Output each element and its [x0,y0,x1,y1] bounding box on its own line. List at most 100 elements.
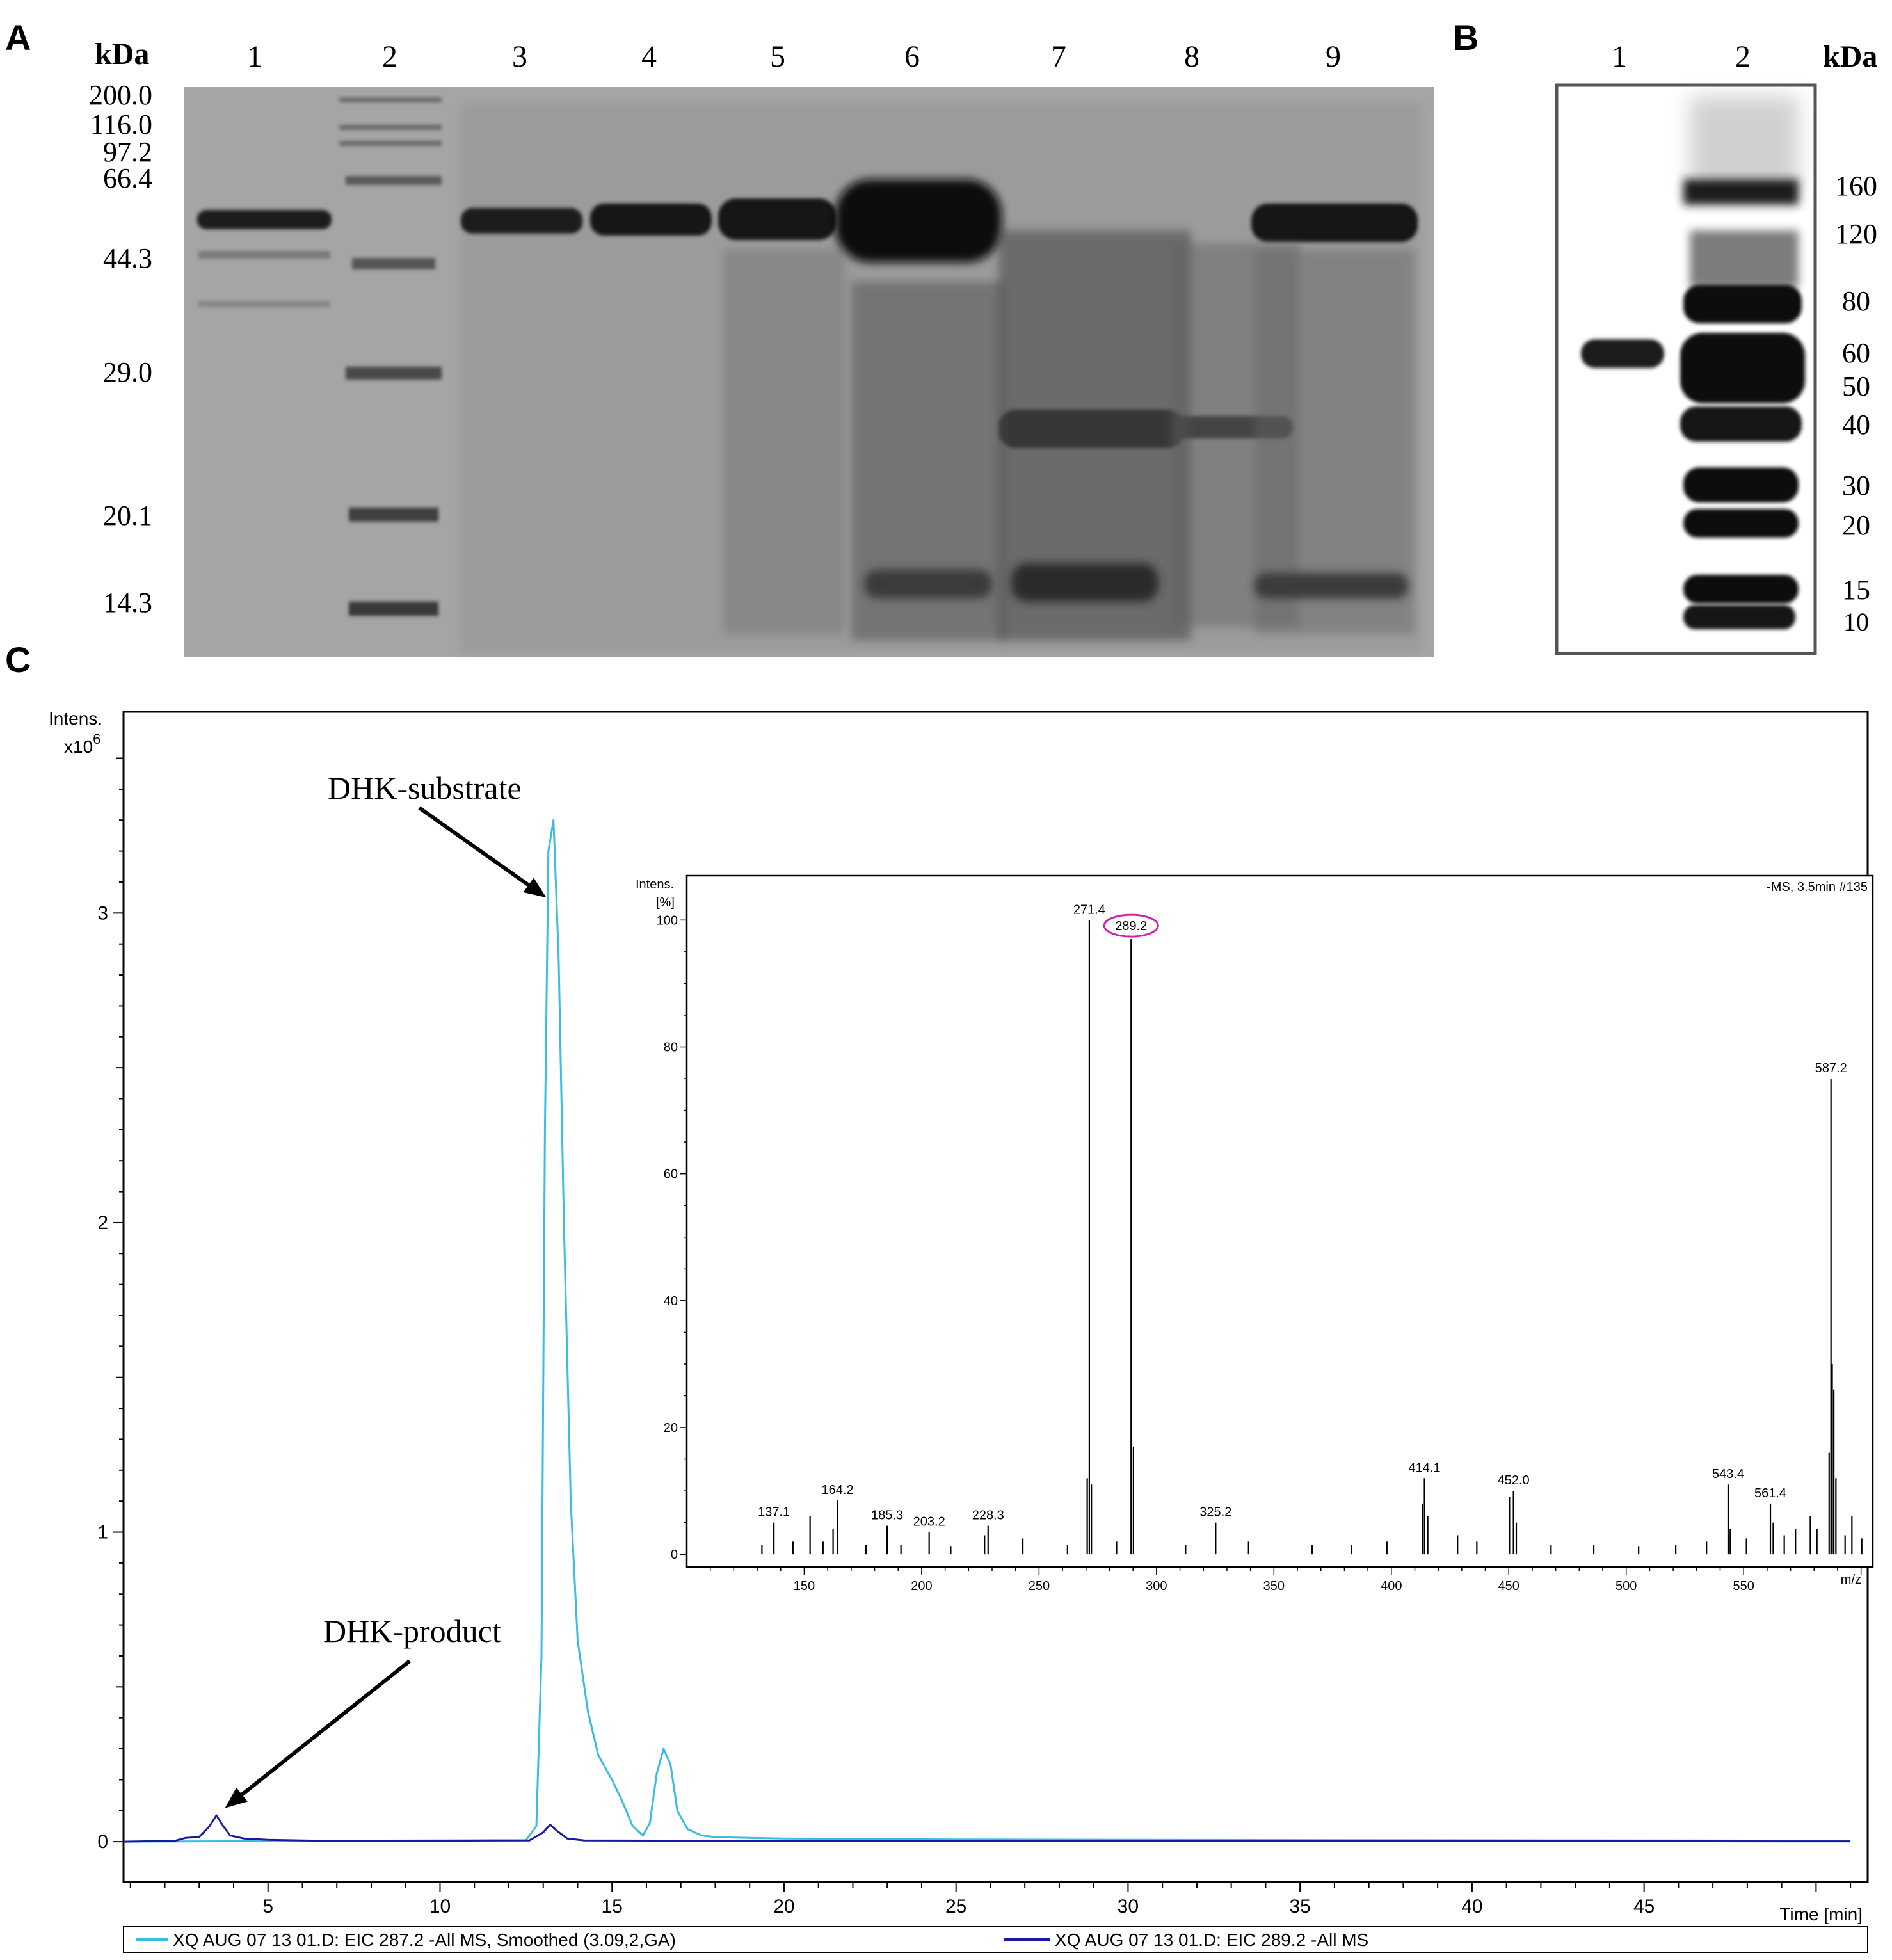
highlight-ellipse [1103,913,1159,938]
x-tick-label: 30 [1118,1896,1139,1917]
panel-b-letter: B [1453,17,1479,58]
lane-number: 9 [1326,40,1341,74]
x-tick-label: 20 [773,1896,794,1917]
marker-label: 116.0 [90,109,152,140]
lane-number: 6 [904,40,920,74]
inset-x-tick-label: 150 [794,1579,815,1593]
marker-label: 97.2 [103,136,152,168]
inset-y-tick-label: 80 [664,1041,678,1055]
lane-number: 4 [641,40,657,74]
mass-spectrum-inset: Intens. [%] -MS, 3.5min #135 m/z 150 200 2… [636,874,1874,1593]
x-tick-label: 35 [1289,1896,1310,1917]
chromatogram-legend [123,1926,1868,1953]
inset-title: -MS, 3.5min #135 [1767,880,1868,894]
y-tick-label: 1 [97,1522,108,1543]
peak-label: 289.2 [1115,919,1147,933]
peak-label: 185.3 [871,1509,903,1523]
lane-number: 3 [512,40,527,74]
marker-label: 50 [1842,371,1870,402]
marker-label: 80 [1842,285,1870,317]
inset-x-tick-label: 200 [911,1579,932,1593]
panel-a-unit-label: kDa [95,37,149,71]
inset-frame [685,874,1874,1568]
legend-label-substrate: XQ AUG 07 13 01.D: EIC 287.2 -All MS, Sm… [173,1930,676,1950]
marker-label: 160 [1835,170,1877,202]
chromatogram-ylabel-line1: Intens. [49,709,102,728]
lane-number: 8 [1184,40,1199,74]
inset-y-tick-label: 60 [664,1168,678,1182]
y-tick-label: 0 [97,1831,108,1852]
marker-label: 120 [1835,218,1877,250]
annotation-product-arrowhead [225,1787,248,1808]
peak-label: 203.2 [913,1515,945,1529]
marker-label: 30 [1842,470,1870,501]
legend-label-product: XQ AUG 07 13 01.D: EIC 289.2 -All MS [1055,1930,1368,1950]
peak-label: 543.4 [1712,1467,1744,1481]
peak-label: 137.1 [758,1506,790,1520]
panel-a-letter: A [5,17,31,58]
panel-b: B 1 2 kDa 160 120 80 60 50 40 30 20 [1453,17,1877,655]
x-tick-label: 40 [1461,1896,1482,1917]
peak-label: 587.2 [1815,1061,1847,1075]
inset-y-tick-label: 100 [657,913,678,928]
peak-label: 271.4 [1073,903,1105,917]
inset-ylabel-line2: [%] [656,896,675,910]
inset-xlabel: m/z [1841,1573,1861,1587]
inset-peak-labels: 137.1 164.2 185.3 203.2 228.3 271.4 289.2 325.2… [758,903,1847,1529]
marker-label: 60 [1842,337,1870,369]
inset-y-tick-label: 20 [664,1421,678,1435]
panel-b-unit-label: kDa [1823,40,1877,74]
chromatogram-ylabel-line2: x106 [64,731,100,757]
x-tick-label: 5 [262,1896,273,1917]
peak-label: 228.3 [972,1509,1004,1523]
marker-label: 200.0 [89,79,152,111]
inset-axes: 150 200 250 300 350 400 450 500 550 0 20 40 60 80 100 [657,913,1862,1593]
marker-label: 14.3 [103,587,152,618]
inset-x-tick-label: 450 [1498,1579,1519,1593]
marker-label: 20.1 [103,500,152,531]
inset-x-tick-label: 400 [1381,1579,1402,1593]
annotation-product-arrow [241,1659,411,1796]
inset-y-tick-label: 0 [671,1548,678,1562]
marker-label: 29.0 [103,357,152,388]
panel-a: A kDa 1 2 3 4 5 6 7 8 9 200.0 116.0 97.2… [5,17,1434,657]
annotation-substrate: DHK-substrate [328,770,522,806]
marker-label: 44.3 [103,243,152,274]
chromatogram-xlabel: Time [min] [1779,1904,1863,1924]
lane-number: 1 [247,40,262,74]
marker-label: 10 [1843,607,1869,636]
y-tick-label: 3 [97,903,108,924]
annotation-product: DHK-product [323,1613,501,1649]
panel-b-marker-labels: 160 120 80 60 50 40 30 20 15 10 [1835,170,1877,636]
x-tick-label: 45 [1633,1896,1655,1917]
blot-bands [1581,96,1805,629]
peak-label: 164.2 [822,1483,854,1497]
inset-x-tick-label: 500 [1615,1579,1637,1593]
lane-number: 7 [1051,40,1066,74]
panel-c-letter: C [5,639,31,680]
panel-b-lane-number: 1 [1612,40,1627,74]
y-tick-label: 2 [97,1212,108,1233]
peak-label: 325.2 [1199,1506,1231,1520]
marker-label: 40 [1842,409,1870,440]
x-tick-label: 15 [602,1896,623,1917]
lane-number: 5 [770,40,785,74]
x-tick-label: 25 [945,1896,966,1917]
peak-label: 452.0 [1498,1474,1530,1488]
annotation-substrate-arrow [418,806,530,887]
peak-label: 561.4 [1754,1486,1786,1500]
marker-label: 20 [1842,510,1870,541]
chromatogram-lines [123,819,1851,1843]
annotation-substrate-arrowhead [523,878,547,898]
panel-a-lane-numbers: 1 2 3 4 5 6 7 8 9 [247,40,1341,74]
peak-label: 414.1 [1408,1461,1440,1475]
inset-x-tick-label: 300 [1146,1579,1167,1593]
marker-label: 15 [1842,574,1870,606]
inset-ylabel-line1: Intens. [636,878,674,892]
marker-label: 66.4 [103,163,152,194]
panel-b-lane-number: 2 [1735,40,1751,74]
inset-y-tick-label: 40 [664,1294,678,1308]
inset-x-tick-label: 250 [1029,1579,1050,1593]
